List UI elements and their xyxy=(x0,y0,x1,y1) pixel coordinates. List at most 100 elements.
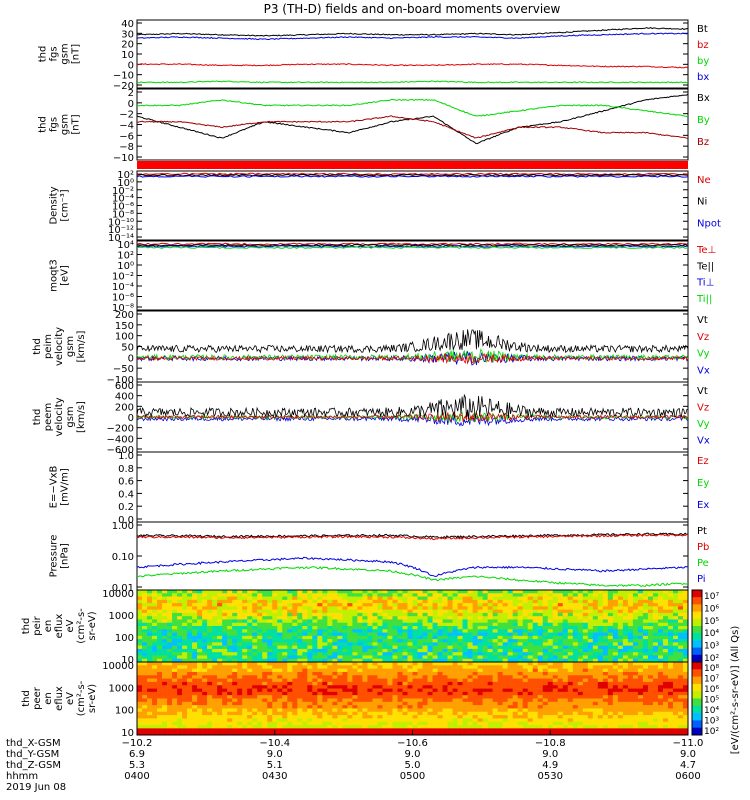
heat-cell xyxy=(147,708,153,713)
heat-cell xyxy=(577,662,584,666)
heat-cell xyxy=(282,725,288,729)
heat-cell xyxy=(612,629,619,633)
y-axis-label-line: (cm²-s- xyxy=(76,680,87,716)
heat-cell xyxy=(227,609,233,614)
heat-cell xyxy=(662,639,669,643)
heat-cell xyxy=(412,671,418,676)
heat-cell xyxy=(637,721,644,726)
heat-cell xyxy=(182,681,188,686)
heat-cell xyxy=(477,626,483,630)
heat-cell xyxy=(327,648,333,653)
heat-cell xyxy=(592,665,599,669)
heat-cell xyxy=(452,648,458,653)
heat-cell xyxy=(532,655,539,660)
heat-cell xyxy=(247,685,253,689)
heat-cell xyxy=(372,671,378,676)
heat-cell xyxy=(187,635,193,640)
heat-cell xyxy=(557,718,564,723)
heat-cell xyxy=(227,721,233,726)
heat-cell xyxy=(267,616,273,620)
heat-cell xyxy=(237,695,243,699)
heat-cell xyxy=(157,599,163,604)
heat-cell xyxy=(172,632,178,637)
heat-cell xyxy=(502,590,508,594)
heat-cell xyxy=(527,665,534,669)
heat-cell xyxy=(597,629,604,633)
heat-cell xyxy=(187,645,193,650)
heat-cell xyxy=(327,635,333,640)
heat-cell xyxy=(642,639,649,643)
heat-cell xyxy=(407,718,413,723)
heat-cell xyxy=(612,688,619,693)
heat-cell xyxy=(582,639,589,643)
heat-cell xyxy=(177,645,183,650)
legend-By: By xyxy=(697,115,710,126)
heat-cell xyxy=(632,606,639,610)
heat-cell xyxy=(147,668,153,673)
heat-cell xyxy=(492,639,498,643)
heat-cell xyxy=(362,616,368,620)
heat-cell xyxy=(397,655,403,660)
heat-cell xyxy=(387,715,393,719)
heat-cell xyxy=(597,599,604,604)
heat-cell xyxy=(567,652,574,656)
heat-cell xyxy=(432,639,438,643)
heat-cell xyxy=(187,606,193,610)
heat-cell xyxy=(522,622,529,627)
heat-cell xyxy=(157,705,163,709)
heat-cell xyxy=(307,590,313,594)
heat-cell xyxy=(352,616,358,620)
heat-cell xyxy=(627,731,634,736)
heat-cell xyxy=(572,718,579,723)
heat-cell xyxy=(592,671,599,676)
panel-peem_velocity: 6004002000−200−400−600thdpeemvelocitygsm… xyxy=(32,381,710,456)
heat-cell xyxy=(162,596,168,601)
heat-cell xyxy=(257,665,263,669)
heat-cell xyxy=(527,662,534,666)
heat-cell xyxy=(597,635,604,640)
heat-cell xyxy=(327,721,333,726)
heat-cell xyxy=(157,711,163,716)
heat-cell xyxy=(607,599,614,604)
heat-cell xyxy=(302,678,308,683)
heat-cell xyxy=(382,668,388,673)
heat-cell xyxy=(512,635,518,640)
heat-cell xyxy=(412,606,418,610)
heat-cell xyxy=(247,675,253,679)
heat-cell xyxy=(627,642,634,646)
heat-cell xyxy=(502,725,508,729)
heat-cell xyxy=(382,616,388,620)
heat-cell xyxy=(242,616,248,620)
heat-cell xyxy=(272,668,278,673)
heat-cell xyxy=(357,652,363,656)
heat-cell xyxy=(522,616,529,620)
heat-cell xyxy=(642,668,649,673)
heat-cell xyxy=(672,606,679,610)
heat-cell xyxy=(562,642,569,646)
heat-cell xyxy=(612,711,619,716)
heat-cell xyxy=(537,671,544,676)
heat-cell xyxy=(552,671,559,676)
heat-cell xyxy=(642,590,649,594)
heat-cell xyxy=(282,701,288,706)
heat-cell xyxy=(212,590,218,594)
heat-cell xyxy=(142,609,148,614)
colorbar-tick-label: 10⁵ xyxy=(704,617,719,627)
heat-cell xyxy=(572,685,579,689)
heat-cell xyxy=(267,701,273,706)
heat-cell xyxy=(527,695,534,699)
heat-cell xyxy=(237,668,243,673)
heat-cell xyxy=(507,675,513,679)
heat-cell xyxy=(202,725,208,729)
heat-cell xyxy=(312,691,318,696)
figure-title: P3 (TH-D) fields and on-board moments ov… xyxy=(264,2,561,16)
heat-cell xyxy=(567,622,574,627)
heat-cell xyxy=(172,718,178,723)
heat-cell xyxy=(602,688,609,693)
heat-cell xyxy=(597,593,604,597)
heat-cell xyxy=(547,593,554,597)
heat-cell xyxy=(432,648,438,653)
heat-cell xyxy=(637,701,644,706)
heat-cell xyxy=(237,593,243,597)
heat-cell xyxy=(627,593,634,597)
